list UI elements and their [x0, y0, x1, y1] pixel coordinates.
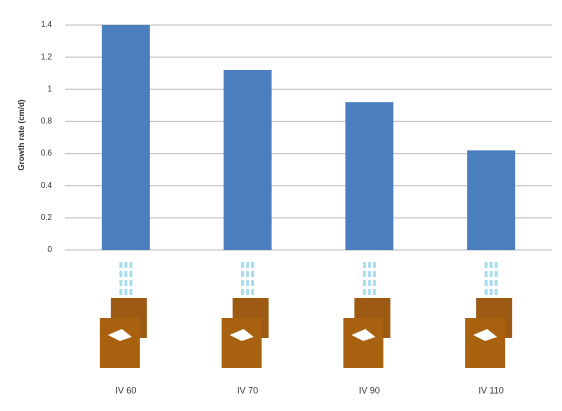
y-tick-label: 0.6	[41, 149, 53, 158]
bar	[223, 70, 272, 250]
bar	[467, 150, 516, 250]
x-tick-label: IV 110	[478, 385, 503, 395]
box-detail	[107, 329, 132, 341]
y-axis-title: Growth rate (cm/d)	[17, 99, 26, 170]
y-tick-label: 0.4	[41, 181, 53, 190]
y-tick-label: 1	[48, 84, 53, 93]
box-front	[343, 318, 384, 368]
y-tick-label: 0.8	[41, 117, 53, 126]
box-front	[221, 318, 262, 368]
y-tick-label: 1.2	[41, 52, 53, 61]
box-detail	[229, 329, 254, 341]
y-tick-label: 1.4	[41, 20, 53, 29]
icons	[99, 262, 513, 368]
box-detail	[351, 329, 376, 341]
x-tick-label: IV 60	[115, 385, 136, 395]
y-tick-label: 0.2	[41, 213, 53, 222]
x-tick-label: IV 70	[237, 385, 258, 395]
box-detail	[473, 329, 498, 341]
bar	[101, 25, 150, 250]
box-front	[99, 318, 140, 368]
x-tick-label: IV 90	[359, 385, 380, 395]
bar	[345, 102, 394, 251]
box-front	[465, 318, 506, 368]
y-tick-label: 0	[48, 245, 53, 254]
